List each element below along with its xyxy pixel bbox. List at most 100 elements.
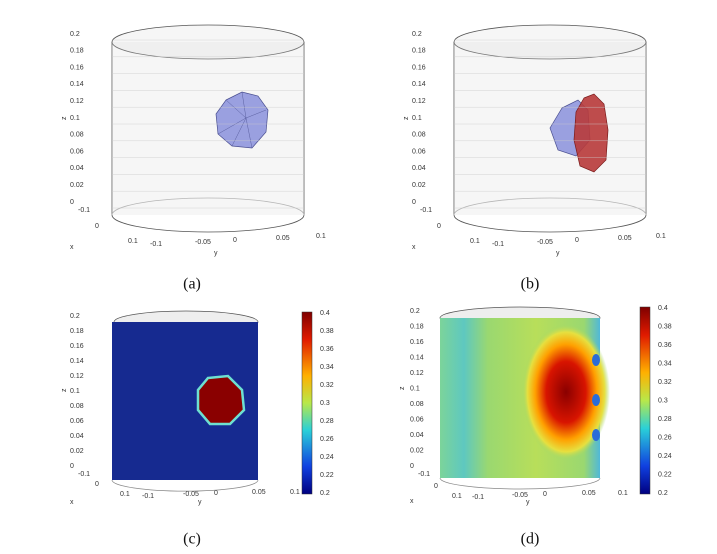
colorbar-tick-label: 0.22 <box>658 471 672 478</box>
z-tick-label: 0.2 <box>70 313 80 320</box>
z-tick-label: 0.08 <box>70 132 84 139</box>
cylinder-bottom <box>111 479 259 492</box>
colorbar-tick-label: 0.28 <box>320 418 334 425</box>
colorbar-tick-label: 0.2 <box>320 490 330 497</box>
y-tick-label: -0.05 <box>512 492 528 499</box>
z-tick-label: 0 <box>410 463 414 470</box>
z-tick-label: 0.02 <box>70 448 84 455</box>
colorbar-tick-label: 0.36 <box>320 346 334 353</box>
y-tick-label: 0 <box>233 237 237 244</box>
z-tick-label: 0.12 <box>70 373 84 380</box>
z-tick-label: 0.12 <box>70 98 84 105</box>
x-axis-label: x <box>412 244 416 251</box>
y-tick-label: 0.05 <box>618 235 632 242</box>
x-tick-label: -0.1 <box>418 471 430 478</box>
y-axis-label: y <box>556 250 560 257</box>
caption: (b) <box>521 276 540 293</box>
colorbar <box>301 311 313 495</box>
z-tick-label: 0.06 <box>410 416 424 423</box>
y-axis-label: y <box>198 499 202 506</box>
colorbar-tick-label: 0.26 <box>320 436 334 443</box>
spot <box>592 394 600 406</box>
z-tick-label: 0.14 <box>70 358 84 365</box>
z-axis-label: z <box>399 386 406 390</box>
y-tick-label: -0.05 <box>537 239 553 246</box>
y-tick-label: 0.1 <box>290 489 300 496</box>
y-tick-label: 0.05 <box>276 235 290 242</box>
z-tick-label: 0.12 <box>410 370 424 377</box>
z-tick-label: 0.18 <box>70 48 84 55</box>
caption: (a) <box>183 276 201 293</box>
x-tick-label: 0.1 <box>452 493 462 500</box>
y-tick-label: -0.05 <box>195 239 211 246</box>
colorbar-tick-label: 0.34 <box>658 360 672 367</box>
x-axis-label: x <box>70 499 74 506</box>
z-tick-label: 0.18 <box>412 48 426 55</box>
y-tick-label: -0.05 <box>183 491 199 498</box>
spot <box>592 429 600 441</box>
blob <box>573 93 609 173</box>
z-tick-label: 0.2 <box>70 31 80 38</box>
z-tick-label: 0.06 <box>412 148 426 155</box>
colorbar-tick-label: 0.24 <box>320 454 334 461</box>
colorbar-tick-label: 0.28 <box>658 416 672 423</box>
colorbar-tick-label: 0.2 <box>658 490 668 497</box>
spot <box>592 354 600 366</box>
inclusion <box>196 374 246 426</box>
y-tick-label: 0.05 <box>252 489 266 496</box>
colorbar-tick-label: 0.26 <box>658 434 672 441</box>
z-tick-label: 0.12 <box>412 98 426 105</box>
colorbar-tick-label: 0.3 <box>320 400 330 407</box>
x-tick-label: -0.1 <box>78 471 90 478</box>
z-tick-label: 0.14 <box>70 81 84 88</box>
z-axis-label: z <box>61 388 68 392</box>
x-axis-label: x <box>410 498 414 505</box>
y-tick-label: -0.1 <box>472 494 484 501</box>
colorbar-tick-label: 0.38 <box>658 323 672 330</box>
y-tick-label: -0.1 <box>150 241 162 248</box>
z-tick-label: 0.1 <box>70 388 80 395</box>
y-tick-label: 0.05 <box>582 490 596 497</box>
caption: (d) <box>521 531 540 548</box>
cylinder-body <box>112 42 304 215</box>
z-tick-label: 0.2 <box>412 31 422 38</box>
x-tick-label: 0 <box>95 481 99 488</box>
x-axis-label: x <box>70 244 74 251</box>
caption: (c) <box>183 531 201 548</box>
z-tick-label: 0.02 <box>410 447 424 454</box>
cylinder-bottom <box>439 477 601 490</box>
x-tick-label: 0.1 <box>470 238 480 245</box>
z-tick-label: 0.08 <box>410 401 424 408</box>
mesh <box>217 91 267 149</box>
y-tick-label: 0.1 <box>656 233 666 240</box>
z-axis-label: z <box>61 116 68 120</box>
z-tick-label: 0.02 <box>70 182 84 189</box>
z-tick-label: 0.16 <box>410 339 424 346</box>
y-tick-label: 0.1 <box>618 490 628 497</box>
y-tick-label: -0.1 <box>492 241 504 248</box>
x-tick-label: 0 <box>434 483 438 490</box>
x-tick-label: 0.1 <box>128 238 138 245</box>
z-tick-label: 0 <box>412 199 416 206</box>
x-tick-label: -0.1 <box>78 207 90 214</box>
z-tick-label: 0.02 <box>412 182 426 189</box>
y-tick-label: 0 <box>214 490 218 497</box>
colorbar-tick-label: 0.24 <box>658 453 672 460</box>
colorbar-tick-label: 0.3 <box>658 397 668 404</box>
y-axis-label: y <box>214 250 218 257</box>
x-tick-label: 0 <box>95 223 99 230</box>
colorbar-tick-label: 0.38 <box>320 328 334 335</box>
colorbar-tick-label: 0.22 <box>320 472 334 479</box>
colorbar-tick-label: 0.4 <box>658 305 668 312</box>
z-tick-label: 0.18 <box>410 323 424 330</box>
z-tick-label: 0.08 <box>70 403 84 410</box>
y-axis-label: y <box>526 499 530 506</box>
z-tick-label: 0.14 <box>410 354 424 361</box>
colorbar-tick-label: 0.4 <box>320 310 330 317</box>
x-tick-label: 0 <box>437 223 441 230</box>
y-tick-label: -0.1 <box>142 493 154 500</box>
z-tick-label: 0.04 <box>70 433 84 440</box>
colorbar-tick-label: 0.34 <box>320 364 334 371</box>
y-tick-label: 0 <box>575 237 579 244</box>
